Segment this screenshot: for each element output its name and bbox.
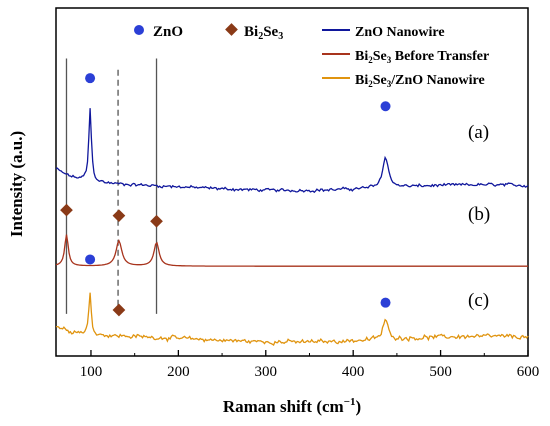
legend-zno-marker — [134, 25, 144, 35]
legend-zno-label: ZnO — [153, 24, 183, 40]
zno-peak-marker-1 — [380, 101, 391, 112]
x-tick-label-400: 400 — [342, 364, 365, 380]
x-tick-label-300: 300 — [255, 364, 278, 380]
curve-label-c: (c) — [468, 290, 489, 311]
zno-peak-marker-0 — [85, 73, 96, 84]
x-tick-label-200: 200 — [167, 364, 190, 380]
legend-label-bi2se3-zno: Bi2Se3/ZnO Nanowire — [355, 73, 485, 89]
curve-label-b: (b) — [468, 204, 490, 225]
plot-frame — [55, 7, 529, 357]
bi2se3-peak-marker-3 — [112, 209, 126, 223]
legend-bi2se3-label: Bi2Se3 — [244, 24, 283, 42]
bi2se3-peak-marker-2 — [60, 203, 73, 217]
legend-bi2se3-marker — [225, 23, 238, 36]
x-axis-label: Raman shift (cm−1) — [223, 396, 361, 416]
curve-label-a: (a) — [468, 122, 489, 143]
bi2se3-peak-marker-4 — [150, 214, 163, 228]
series-line-1 — [55, 108, 529, 194]
zno-peak-marker-5 — [85, 254, 96, 265]
series-line-2 — [55, 234, 528, 267]
legend-label-bi2se3: Bi2Se3 Before Transfer — [355, 49, 489, 65]
bi2se3-peak-marker-6 — [112, 303, 126, 317]
legend-label-zno: ZnO Nanowire — [355, 25, 445, 40]
series-line-3 — [56, 292, 529, 346]
x-tick-label-500: 500 — [429, 364, 452, 380]
y-axis-label: Intensity (a.u.) — [7, 131, 26, 237]
x-tick-label-100: 100 — [80, 364, 103, 380]
x-tick-label-600: 600 — [517, 364, 540, 380]
zno-peak-marker-7 — [380, 297, 391, 308]
